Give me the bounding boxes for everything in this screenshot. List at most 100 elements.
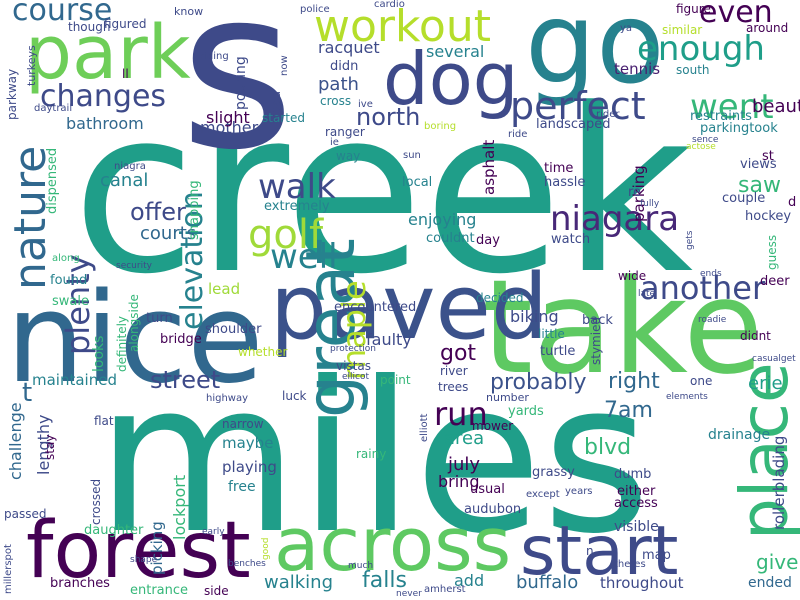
word: snapping	[187, 180, 202, 240]
word: didnt	[740, 329, 771, 343]
word: t	[22, 378, 33, 408]
word: slight	[206, 108, 250, 127]
word: start	[520, 512, 679, 591]
word: cross	[320, 94, 352, 108]
word: area	[444, 428, 485, 449]
word: d	[788, 195, 797, 210]
word: early	[202, 527, 225, 537]
word: security	[116, 261, 152, 271]
word: road	[269, 91, 283, 118]
word: enough	[637, 29, 765, 69]
word: probably	[490, 370, 587, 395]
word: gets	[685, 230, 695, 250]
word: figure	[676, 2, 711, 16]
word: decided	[476, 291, 524, 305]
word: golf	[248, 212, 324, 258]
word: s	[180, 0, 295, 198]
word: lockport	[170, 474, 189, 540]
word: buffalo	[516, 572, 579, 593]
word: good	[261, 537, 271, 560]
word: faulty	[366, 330, 412, 349]
word: re	[628, 185, 642, 200]
word: playing	[222, 458, 277, 476]
word: falls	[362, 568, 407, 593]
word: course	[12, 0, 113, 28]
word: know	[174, 5, 204, 18]
word: couple	[722, 191, 766, 206]
word: now	[279, 55, 290, 76]
word: crossed	[89, 478, 103, 525]
word: one	[690, 374, 713, 388]
word: alongside	[127, 294, 141, 352]
word: police	[300, 4, 330, 15]
word: challenge	[6, 402, 25, 480]
word: sence	[692, 135, 719, 145]
word: access	[614, 496, 658, 511]
word: drainage	[708, 427, 771, 443]
word: parkingtook	[700, 121, 778, 136]
word: right	[608, 369, 660, 394]
word: several	[426, 42, 485, 61]
word: definitely	[115, 315, 129, 372]
word: changes	[40, 79, 167, 114]
word: passed	[4, 507, 47, 521]
word: north	[356, 103, 421, 131]
word: restraints	[690, 109, 752, 124]
word: narrow	[222, 417, 264, 431]
word: watch	[551, 232, 591, 247]
word: run	[434, 395, 488, 433]
word: n	[586, 544, 594, 558]
word: views	[740, 157, 777, 172]
word: way	[336, 149, 361, 163]
word: well	[270, 237, 338, 277]
word: path	[318, 74, 359, 95]
word: protection	[330, 344, 376, 354]
word: asphalt	[480, 139, 498, 195]
word: racquet	[318, 38, 380, 57]
word: went	[690, 87, 774, 127]
word: even	[699, 0, 773, 30]
word: little	[538, 327, 565, 341]
word: point	[380, 373, 411, 387]
word: hassle	[544, 175, 586, 190]
word: rider	[596, 109, 620, 120]
word: side	[204, 584, 229, 598]
word: local	[402, 175, 433, 190]
word: casualget	[752, 354, 796, 364]
word: free	[228, 479, 256, 495]
word: grassy	[532, 465, 575, 480]
word: highway	[206, 393, 249, 404]
word: tennis	[614, 60, 661, 78]
word: millerspot	[3, 544, 14, 594]
word: bathroom	[66, 114, 144, 133]
word: turkeys	[25, 45, 38, 86]
word: ya	[620, 23, 633, 34]
word: parkway	[5, 68, 19, 120]
word: perfect	[510, 84, 646, 128]
word: didn	[330, 59, 359, 74]
word: blvd	[584, 435, 632, 460]
word: beauty	[752, 96, 800, 117]
word: go	[525, 0, 665, 109]
word: take	[482, 251, 764, 403]
word: 7am	[604, 398, 653, 423]
word: extremely	[264, 199, 330, 214]
word: much	[348, 561, 374, 571]
word: guess	[765, 234, 779, 270]
word: dispensed	[45, 147, 60, 214]
word: river	[440, 364, 468, 378]
word: add	[454, 571, 485, 590]
word: another	[640, 269, 766, 307]
word: stymied	[589, 316, 603, 365]
word: offer	[130, 198, 186, 226]
word: except	[526, 489, 560, 500]
word: though	[68, 20, 111, 34]
word: couldnt	[426, 231, 475, 246]
word: time	[544, 161, 574, 176]
word: st	[762, 149, 774, 164]
word: visible	[614, 519, 659, 535]
word: ranger	[325, 125, 365, 139]
word: shoulder	[205, 322, 262, 337]
word: throughout	[600, 574, 684, 592]
word: similar	[662, 23, 703, 37]
